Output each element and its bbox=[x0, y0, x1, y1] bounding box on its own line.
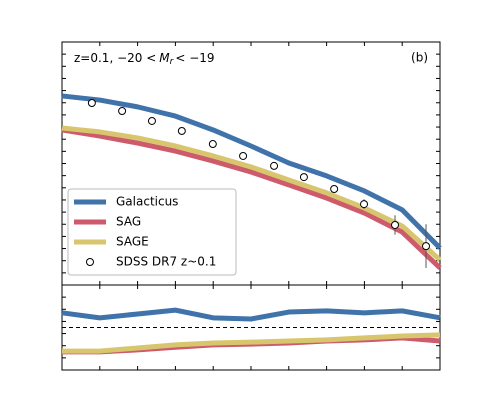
data-point bbox=[208, 140, 217, 149]
annotation: z=0.1, −20 < Mr < −19 bbox=[74, 51, 215, 67]
data-point bbox=[360, 200, 369, 209]
data-point bbox=[299, 173, 308, 182]
legend-box bbox=[67, 188, 237, 276]
data-point bbox=[87, 98, 96, 107]
data-point bbox=[118, 107, 127, 116]
data-point bbox=[147, 116, 156, 125]
data-point bbox=[330, 185, 339, 194]
annotation-symbol: M bbox=[159, 51, 170, 65]
legend-label: SDSS DR7 z~0.1 bbox=[116, 255, 216, 269]
legend-label: SAG bbox=[116, 215, 141, 229]
annotation-suffix: < −19 bbox=[175, 51, 214, 65]
series-line bbox=[61, 125, 442, 262]
data-point bbox=[422, 242, 431, 251]
series-line bbox=[61, 307, 441, 322]
data-point bbox=[391, 220, 400, 229]
annotation-prefix: z=0.1, −20 < bbox=[74, 51, 156, 65]
data-point bbox=[239, 151, 248, 160]
data-point bbox=[177, 126, 186, 135]
legend-label: Galacticus bbox=[116, 195, 178, 209]
panel-label: (b) bbox=[411, 51, 428, 65]
series-line bbox=[61, 127, 442, 270]
series-line bbox=[62, 332, 441, 354]
data-point bbox=[270, 161, 279, 170]
series-line bbox=[61, 93, 442, 250]
legend-label: SAGE bbox=[116, 235, 149, 249]
annotation-subscript: r bbox=[170, 57, 175, 67]
legend-marker bbox=[86, 258, 94, 266]
